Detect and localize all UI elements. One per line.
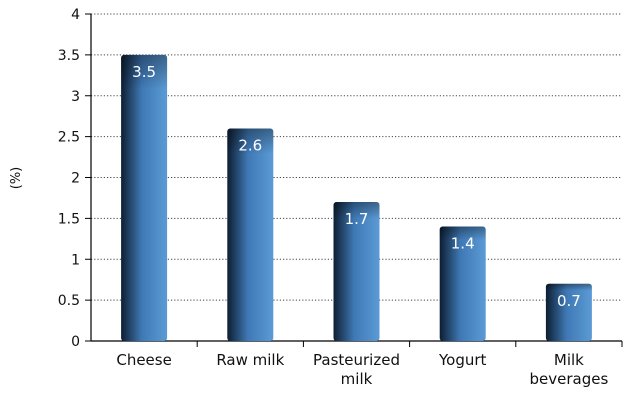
x-category-label: Raw milk (216, 351, 284, 369)
bar-shading (227, 128, 274, 341)
bar-shading (333, 202, 380, 341)
x-category-label: Milk beverages (530, 351, 609, 388)
gridlines (91, 13, 622, 301)
y-tick-label: 0.5 (58, 293, 80, 309)
y-tick-label: 1.5 (58, 211, 80, 227)
bar-shading (121, 54, 168, 341)
y-tick-label: 1 (71, 252, 80, 268)
y-tick-label: 3 (71, 89, 80, 105)
x-category-label: Pasteurized milk (313, 351, 400, 388)
y-tick-label: 4 (71, 7, 80, 23)
bar-value-label: 3.5 (132, 63, 156, 81)
x-category-label: Cheese (116, 351, 171, 369)
bar-shading (439, 226, 486, 341)
y-tick-label: 2.5 (58, 130, 80, 146)
y-tick-label: 0 (71, 334, 80, 350)
y-tick-label: 2 (71, 171, 80, 187)
labels: 0 0.5 1 1.5 2 2.5 3 3.5 4 3.5 Cheese 2.6 Raw milk 1.7… (58, 7, 609, 388)
x-category-label: Yogurt (438, 351, 487, 369)
bars (121, 54, 592, 341)
y-axis-label: (%) (9, 167, 24, 190)
bar-value-label: 0.7 (557, 292, 581, 310)
bar-value-label: 2.6 (238, 136, 262, 154)
bar-value-label: 1.7 (345, 210, 369, 228)
bar-shading (545, 283, 592, 341)
y-tick-label: 3.5 (58, 48, 80, 64)
bar-value-label: 1.4 (451, 235, 475, 253)
